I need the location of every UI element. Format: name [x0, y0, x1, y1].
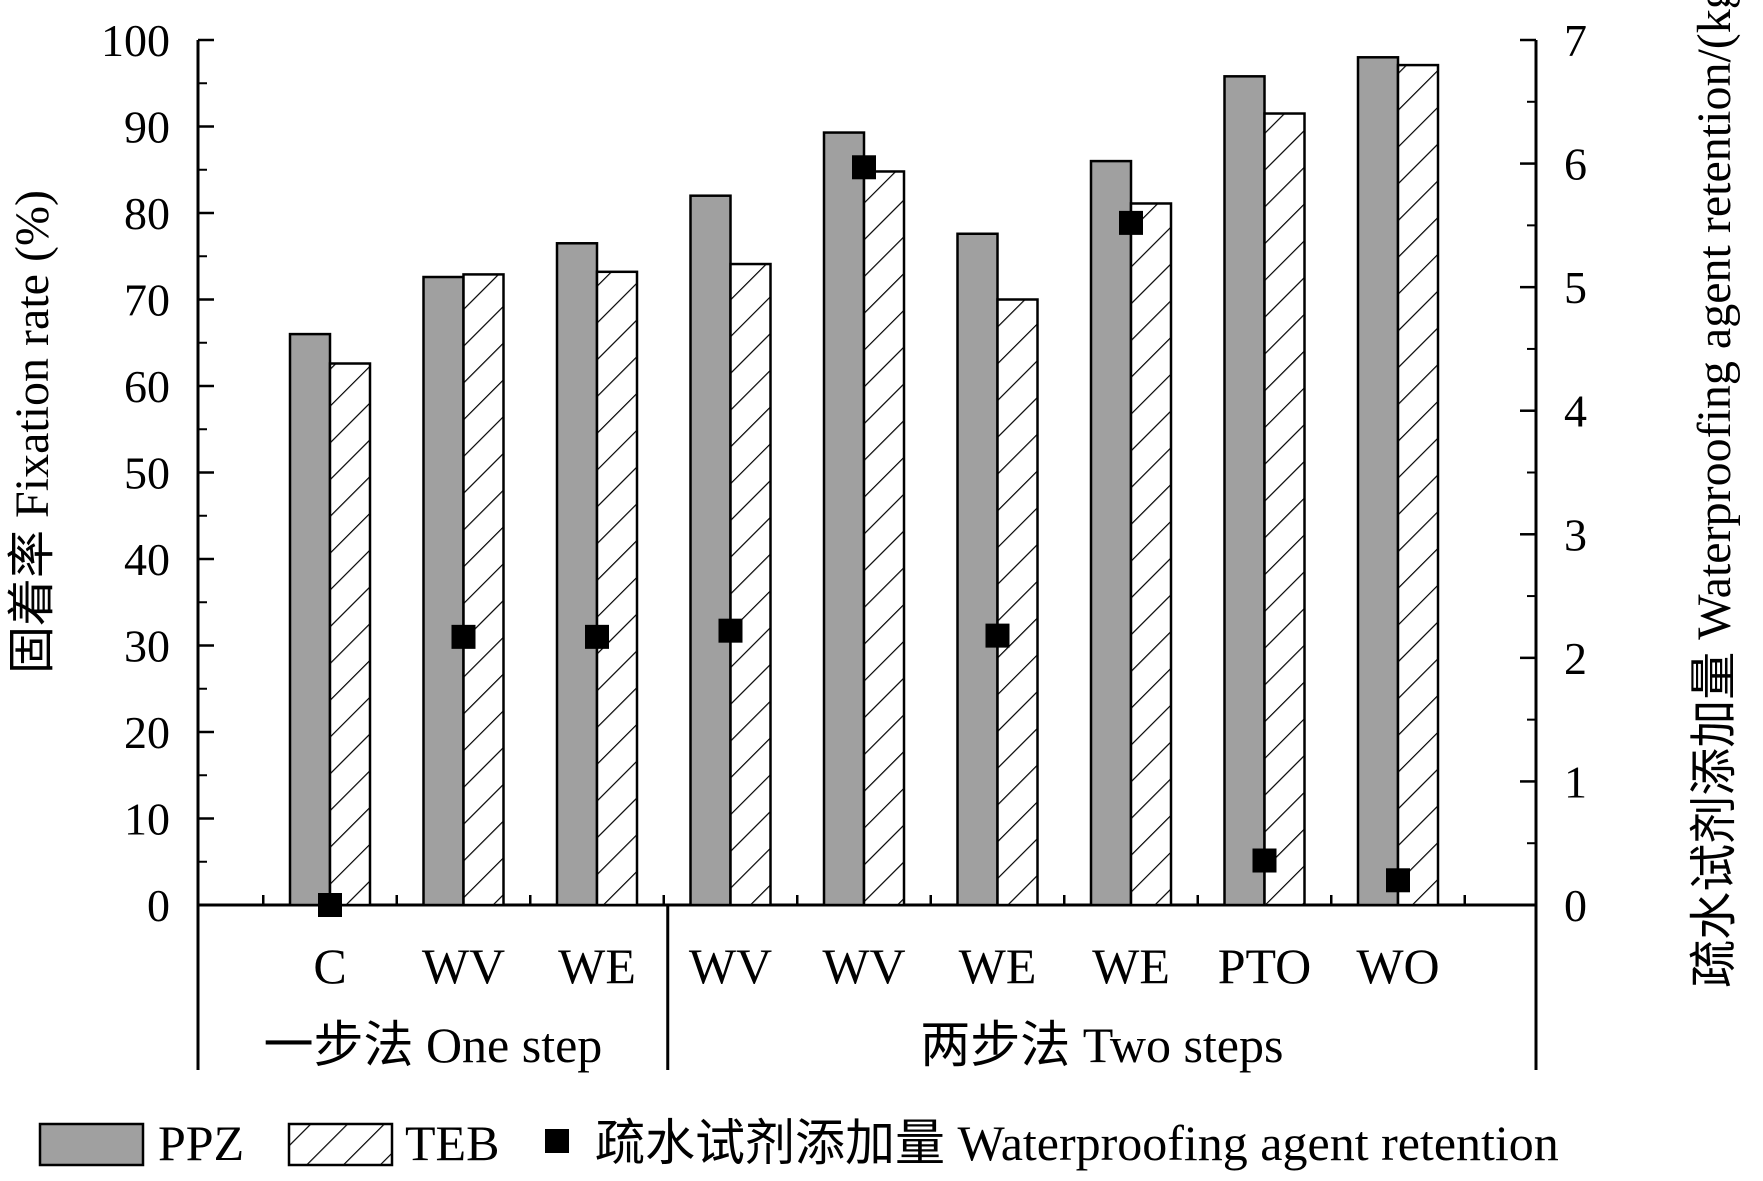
legend-teb-label: TEB	[405, 1115, 499, 1171]
category-label: WE	[1092, 938, 1170, 994]
bar-teb	[1396, 63, 1440, 907]
category-label: PTO	[1218, 938, 1312, 994]
right-axis-ticks: 0 1 2 3 4 5 6 7	[1520, 15, 1587, 931]
right-axis-title: 疏水试剂添加量 Waterproofing agent retention/(k…	[1688, 0, 1741, 988]
left-axis-ticks: 0 10 20 30 40 50 60 70 80 90 100	[101, 15, 214, 931]
retention-marker	[1386, 868, 1410, 893]
legend-ppz-label: PPZ	[158, 1115, 244, 1171]
retention-marker	[852, 155, 876, 180]
right-tick-label: 1	[1564, 756, 1587, 807]
bar-ppz	[1089, 159, 1133, 907]
retention-marker	[318, 893, 342, 917]
bar-teb	[862, 170, 906, 907]
bar-teb	[729, 262, 772, 907]
legend-retention-label: 疏水试剂添加量 Waterproofing agent retention	[595, 1115, 1559, 1171]
left-tick-label: 40	[124, 534, 170, 585]
right-tick-label: 0	[1564, 880, 1587, 931]
right-tick-label: 6	[1564, 139, 1587, 190]
bar-teb	[1263, 112, 1306, 907]
left-tick-label: 30	[124, 621, 170, 672]
right-tick-label: 5	[1564, 262, 1587, 313]
left-tick-label: 70	[124, 275, 170, 326]
bar-ppz	[1356, 56, 1400, 907]
group-labels: 一步法 One step 两步法 Two steps	[263, 1017, 1283, 1073]
legend-ppz-swatch	[38, 1122, 145, 1167]
left-tick-label: 20	[124, 707, 170, 758]
retention-marker	[451, 624, 476, 649]
retention-marker	[985, 623, 1010, 648]
markers	[318, 155, 1410, 917]
legend: PPZ TEB 疏水试剂添加量 Waterproofing agent rete…	[38, 1115, 1559, 1171]
left-tick-label: 60	[124, 361, 170, 412]
group-label-two-steps: 两步法 Two steps	[920, 1017, 1283, 1073]
right-tick-label: 3	[1564, 509, 1587, 560]
bar-teb	[996, 298, 1039, 907]
bar-teb	[595, 270, 639, 907]
left-tick-label: 80	[124, 188, 170, 239]
bars	[288, 56, 1440, 907]
left-tick-label: 100	[101, 15, 170, 66]
category-label: WE	[558, 938, 636, 994]
retention-marker	[585, 624, 609, 649]
bar-teb	[328, 362, 372, 907]
category-label: WO	[1356, 938, 1439, 994]
retention-marker	[1119, 210, 1143, 235]
bar-ppz	[422, 275, 465, 907]
left-tick-label: 90	[124, 102, 170, 153]
bar-ppz	[689, 194, 732, 907]
category-label: WV	[689, 938, 772, 994]
right-tick-label: 4	[1564, 386, 1587, 437]
legend-retention-marker	[545, 1129, 569, 1153]
left-tick-label: 50	[124, 448, 170, 499]
category-label: WV	[422, 938, 505, 994]
left-tick-label: 0	[147, 880, 170, 931]
retention-marker	[718, 618, 743, 643]
left-axis-title: 固着率 Fixation rate (%)	[6, 190, 59, 674]
bar-ppz	[822, 131, 866, 907]
right-tick-label: 2	[1564, 633, 1587, 684]
right-tick-label: 7	[1564, 15, 1587, 66]
retention-marker	[1252, 848, 1277, 873]
bar-ppz	[1223, 75, 1266, 907]
group-label-one-step: 一步法 One step	[263, 1017, 602, 1073]
category-label: WE	[959, 938, 1037, 994]
bar-ppz	[956, 232, 999, 907]
legend-teb-swatch	[287, 1122, 394, 1167]
category-label: C	[313, 938, 346, 994]
category-label: WV	[822, 938, 905, 994]
category-labels: C WV WE WV WV WE WE PTO WO	[313, 938, 1439, 994]
bar-teb	[462, 273, 505, 907]
bar-ppz	[555, 242, 599, 907]
bar-teb	[1129, 202, 1173, 907]
left-tick-label: 10	[124, 794, 170, 845]
bar-ppz	[288, 332, 332, 907]
